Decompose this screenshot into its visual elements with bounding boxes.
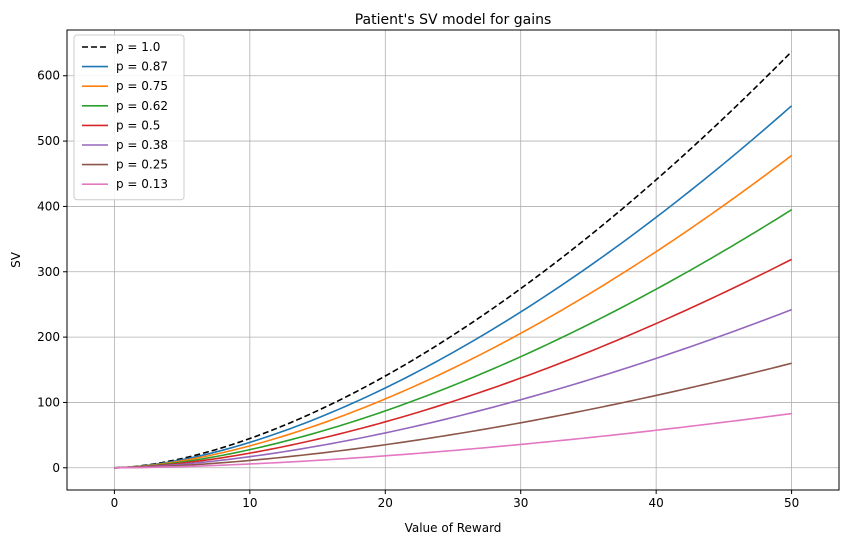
- legend-label-3: p = 0.62: [116, 99, 168, 113]
- x-tick-label: 50: [784, 496, 799, 510]
- y-tick-label: 200: [37, 330, 60, 344]
- x-tick-label: 40: [649, 496, 664, 510]
- y-tick-label: 600: [37, 69, 60, 83]
- series-line-2: [114, 154, 793, 469]
- legend-label-5: p = 0.38: [116, 138, 168, 152]
- x-tick-label: 0: [111, 496, 119, 510]
- y-tick-label: 0: [52, 461, 60, 475]
- series-line-0: [114, 50, 793, 469]
- y-tick-label: 100: [37, 395, 60, 409]
- x-tick-label: 10: [242, 496, 257, 510]
- series-line-1: [114, 105, 793, 469]
- legend-label-6: p = 0.25: [116, 158, 168, 172]
- series-line-6: [114, 362, 792, 469]
- legend-label-0: p = 1.0: [116, 40, 160, 54]
- series-line-3: [114, 209, 793, 469]
- y-axis-label: SV: [9, 251, 23, 268]
- legend-label-2: p = 0.75: [116, 79, 168, 93]
- legend-label-7: p = 0.13: [116, 177, 168, 191]
- legend-label-1: p = 0.87: [116, 60, 168, 74]
- x-tick-label: 20: [378, 496, 393, 510]
- legend-label-4: p = 0.5: [116, 118, 160, 132]
- y-tick-label: 500: [37, 134, 60, 148]
- x-axis-label: Value of Reward: [405, 521, 502, 535]
- y-tick-label: 300: [37, 265, 60, 279]
- y-tick-label: 400: [37, 199, 60, 213]
- series-layer: [114, 50, 793, 469]
- series-line-5: [114, 308, 792, 469]
- series-line-4: [114, 258, 792, 469]
- chart-title: Patient's SV model for gains: [355, 12, 552, 28]
- legend: p = 1.0 p = 0.87 p = 0.75 p = 0.62 p = 0.5 p …: [73, 34, 185, 201]
- plot-frame: [66, 29, 840, 491]
- x-tick-label: 30: [513, 496, 528, 510]
- series-line-7: [114, 412, 792, 469]
- legend-box: [73, 34, 185, 201]
